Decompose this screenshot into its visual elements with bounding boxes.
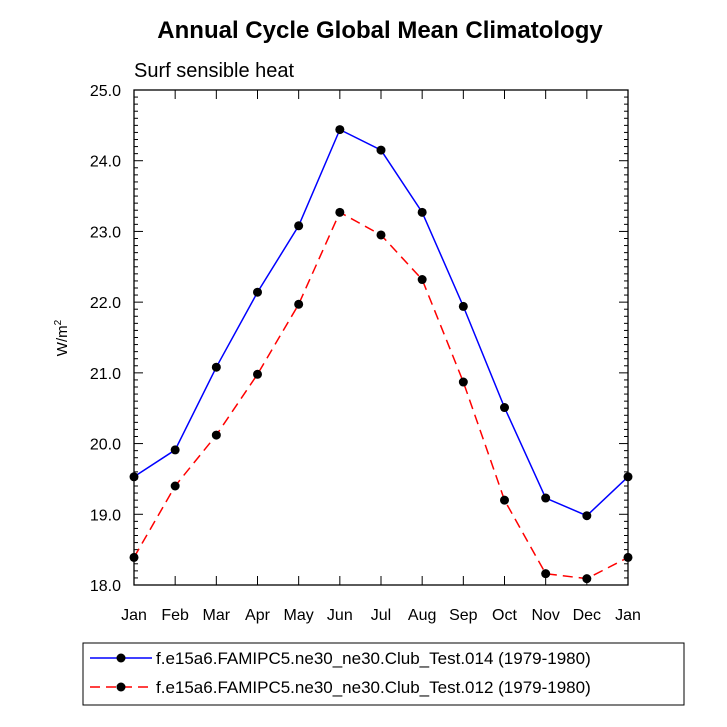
data-point bbox=[417, 207, 427, 217]
x-tick-label: Jun bbox=[327, 607, 353, 624]
x-tick-label: Sep bbox=[449, 607, 478, 624]
data-point bbox=[335, 125, 345, 135]
y-axis-label: W/m2 bbox=[53, 319, 71, 356]
data-point bbox=[458, 301, 468, 311]
y-axis-label-exponent: 2 bbox=[53, 319, 64, 325]
data-point bbox=[170, 481, 180, 491]
x-tick-label: Mar bbox=[203, 607, 231, 624]
series-layer bbox=[129, 125, 633, 584]
y-tick-label: 21.0 bbox=[90, 366, 121, 383]
legend-label: f.e15a6.FAMIPC5.ne30_ne30.Club_Test.012 … bbox=[156, 678, 591, 697]
data-point bbox=[294, 221, 304, 231]
data-point bbox=[170, 445, 180, 455]
x-tick-label: Jan bbox=[121, 607, 147, 624]
data-point bbox=[294, 299, 304, 309]
data-point bbox=[458, 377, 468, 387]
x-tick-label: Apr bbox=[245, 607, 271, 624]
y-tick-label: 20.0 bbox=[90, 437, 121, 454]
data-point bbox=[500, 403, 509, 413]
data-point bbox=[582, 574, 592, 584]
y-tick-label: 18.0 bbox=[90, 578, 121, 595]
legend-label: f.e15a6.FAMIPC5.ne30_ne30.Club_Test.014 … bbox=[156, 649, 591, 668]
legend-marker bbox=[116, 682, 126, 692]
data-point bbox=[211, 430, 221, 440]
data-point bbox=[129, 552, 139, 562]
data-point bbox=[253, 369, 262, 379]
x-tick-label: Aug bbox=[408, 607, 436, 624]
data-point bbox=[541, 493, 551, 503]
x-tick-label: Feb bbox=[161, 607, 189, 624]
data-point bbox=[541, 569, 551, 579]
data-point bbox=[623, 472, 633, 482]
y-tick-label: 19.0 bbox=[90, 507, 121, 524]
data-point bbox=[376, 230, 386, 240]
legend: f.e15a6.FAMIPC5.ne30_ne30.Club_Test.014 … bbox=[82, 642, 685, 706]
x-tick-label: Jul bbox=[371, 607, 391, 624]
data-point bbox=[253, 287, 262, 297]
data-point bbox=[417, 275, 427, 285]
y-axis-label-base: W/m bbox=[54, 325, 71, 356]
data-point bbox=[211, 362, 221, 372]
data-point bbox=[623, 552, 633, 562]
legend-marker bbox=[116, 653, 126, 663]
x-tick-label: Nov bbox=[531, 607, 559, 624]
legend-box bbox=[82, 642, 685, 706]
data-point bbox=[500, 495, 509, 505]
y-tick-label: 25.0 bbox=[90, 83, 121, 100]
series-2 bbox=[129, 207, 633, 584]
axes-layer: 18.0 19.0 20.0 21.0 22.0 23.0 24.0 25.0 Jan Feb Ma… bbox=[90, 83, 641, 624]
x-tick-label: Oct bbox=[492, 607, 517, 624]
data-point bbox=[129, 472, 139, 482]
plot-frame bbox=[133, 89, 629, 586]
y-tick-label: 23.0 bbox=[90, 224, 121, 241]
chart-title: Annual Cycle Global Mean Climatology bbox=[157, 17, 603, 44]
data-point bbox=[582, 511, 592, 521]
x-tick-label: Dec bbox=[573, 607, 601, 624]
series-line bbox=[133, 128, 629, 517]
series-1 bbox=[129, 125, 633, 521]
x-tick-label: May bbox=[284, 607, 314, 624]
y-tick-label: 22.0 bbox=[90, 295, 121, 312]
x-tick-label: Jan bbox=[615, 607, 641, 624]
data-point bbox=[335, 207, 345, 217]
series-line bbox=[133, 211, 629, 580]
chart-subtitle: Surf sensible heat bbox=[134, 60, 295, 82]
y-tick-label: 24.0 bbox=[90, 154, 121, 171]
data-point bbox=[376, 145, 386, 155]
